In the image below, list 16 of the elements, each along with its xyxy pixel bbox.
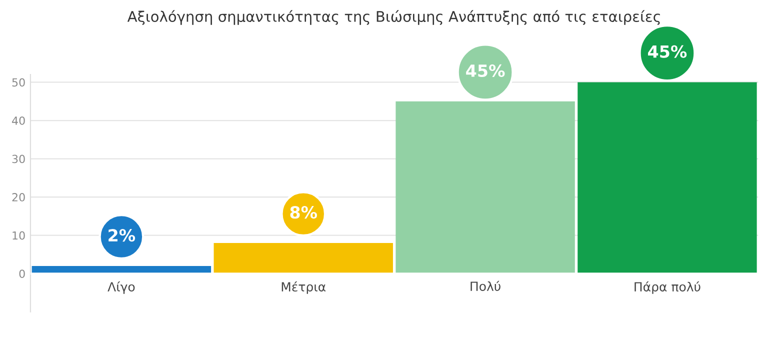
- x-tick-label: Λίγο: [108, 281, 135, 294]
- annotation: 2%: [108, 229, 136, 242]
- y-tick-label: 40: [12, 116, 25, 125]
- y-tick-label: 0: [19, 270, 25, 278]
- chart-title: Αξιολόγηση σημαντικότητας της Βιώσιμης Ανάπτυξης από τις εταιρείες: [127, 10, 660, 25]
- bar: [214, 242, 393, 274]
- y-tick-label: 30: [12, 154, 25, 164]
- y-tick-label: 50: [12, 78, 25, 87]
- annotation: 45%: [648, 45, 687, 58]
- annotation: 8%: [290, 206, 317, 219]
- y-tick-label: 10: [12, 231, 25, 240]
- x-tick-label: Πολύ: [470, 280, 500, 291]
- annotation: 45%: [466, 64, 505, 78]
- y-tick-label: 20: [12, 193, 25, 202]
- x-tick-label: Μέτρια: [282, 281, 326, 294]
- x-tick-label: Πάρα πολύ: [634, 281, 700, 294]
